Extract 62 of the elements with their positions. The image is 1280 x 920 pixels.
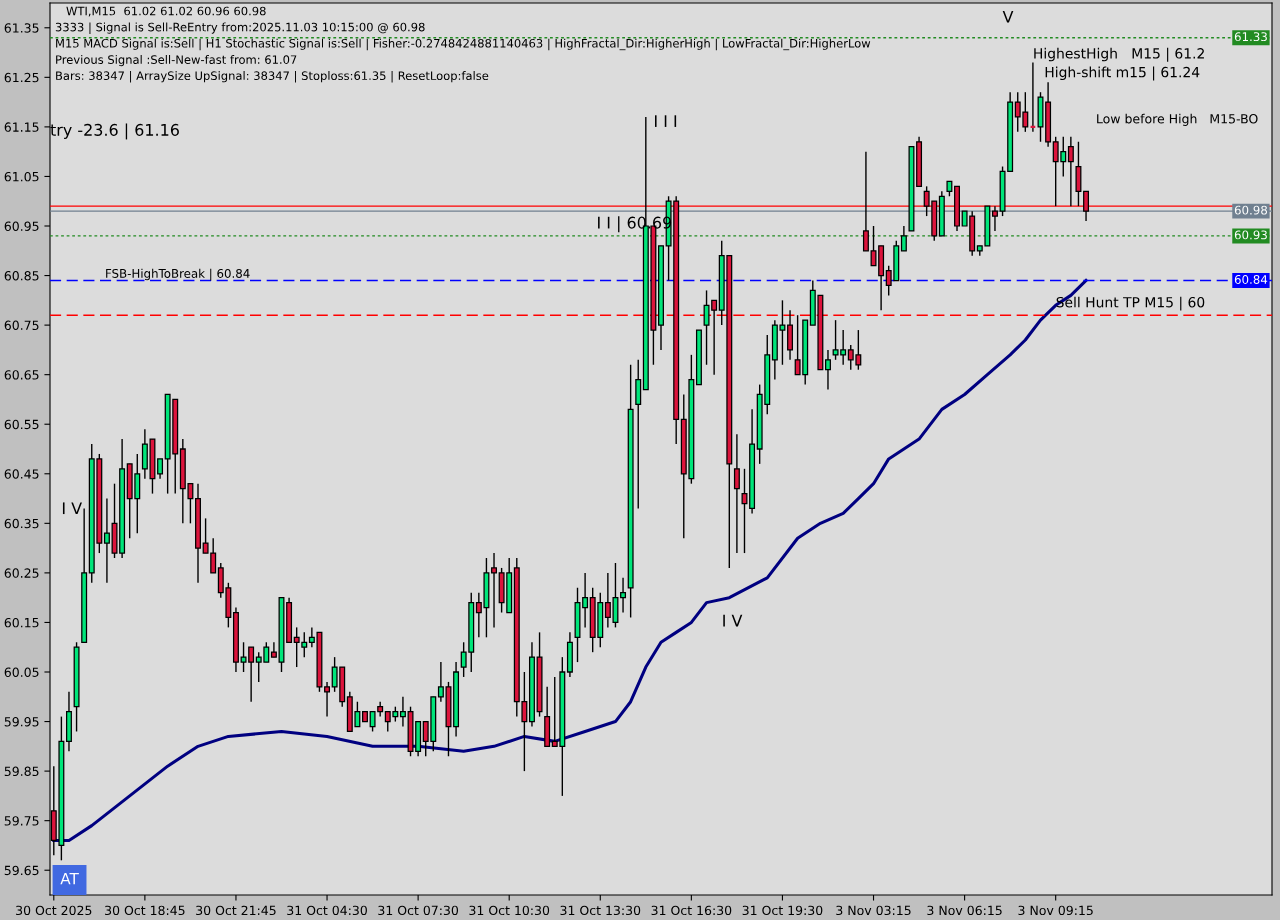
y-tick-label: 60.45 <box>4 469 39 479</box>
x-tick-label: 3 Nov 06:15 <box>927 905 1002 916</box>
y-tick-label: 61.05 <box>4 171 39 182</box>
candlestick <box>103 497 110 584</box>
ref-line-label: 60.98 <box>1234 205 1268 215</box>
annotation: AT <box>60 873 79 885</box>
x-tick-label: 31 Oct 19:30 <box>742 905 823 916</box>
y-tick-label: 60.75 <box>4 320 39 331</box>
ref-line-label: 61.33 <box>1234 32 1267 42</box>
y-tick-label: 60.85 <box>4 271 39 281</box>
x-tick-label: 31 Oct 04:30 <box>287 905 367 916</box>
x-tick-label: 30 Oct 2025 <box>16 905 92 916</box>
candlestick <box>491 552 497 629</box>
y-tick-label: 60.05 <box>4 667 39 677</box>
candlestick <box>900 225 907 252</box>
annotation: FSB-HighToBreak | 60.84 <box>106 268 250 281</box>
ref-line-label: 60.84 <box>1234 275 1268 284</box>
annotation: Previous Signal :Sell-New-fast from: 61.07 <box>56 55 297 67</box>
annotation: 3333 | Signal is Sell-ReEntry from:2025.11.03 10:15:00 @ 60.98 <box>55 22 425 34</box>
annotation: Bars: 38347 | ArraySize UpSignal: 38347 | Stoploss:61.35 | ResetLoop:false <box>56 71 489 83</box>
candlestick <box>991 205 998 232</box>
candlestick <box>620 577 627 614</box>
y-tick-label: 61.35 <box>4 23 39 33</box>
y-tick-label: 60.25 <box>4 568 39 578</box>
annotation: HighestHigh M15 | 61.2 <box>1034 47 1204 62</box>
x-tick-label: 30 Oct 18:45 <box>105 905 185 916</box>
x-tick-label: 3 Nov 03:15 <box>836 905 911 916</box>
y-tick-label: 59.95 <box>4 717 39 727</box>
ref-line-label: 60.93 <box>1234 230 1267 240</box>
x-tick-label: 31 Oct 16:30 <box>651 905 732 916</box>
annotation: WTI,M15 61.02 61.02 60.96 60.98 <box>66 6 266 17</box>
text: Low before High M15-BO <box>1097 113 1258 126</box>
y-tick-label: 60.95 <box>4 221 39 231</box>
x-tick-label: 31 Oct 10:30 <box>469 905 550 916</box>
y-tick-label: 60.35 <box>4 518 39 529</box>
x-tick-label: 30 Oct 21:45 <box>196 905 276 916</box>
x-tick-label: 31 Oct 13:30 <box>560 905 641 916</box>
y-tick-label: 59.75 <box>4 816 39 826</box>
candlestick <box>733 433 740 554</box>
candlestick <box>157 458 164 480</box>
candlestick <box>399 696 406 728</box>
candlestick <box>1083 190 1090 222</box>
y-tick-label: 60.15 <box>4 617 39 628</box>
annotation: V <box>1002 10 1014 23</box>
candlestick <box>825 349 831 391</box>
candlestick <box>862 150 869 252</box>
candlestick <box>1067 136 1074 207</box>
y-tick-label: 59.65 <box>4 865 39 876</box>
candlestick <box>741 468 748 554</box>
candlestick <box>324 681 331 718</box>
y-tick-label: 59.85 <box>4 766 39 777</box>
annotation: High-shift m15 | 61.24 <box>1045 66 1200 81</box>
y-tick-label: 61.25 <box>4 72 39 83</box>
x-tick-label: 3 Nov 09:15 <box>1018 905 1093 916</box>
annotation: M15 MACD Signal is:Sell | H1 Stochastic Signal is:Sell | Fisher:-0.2748424881140463 | HighFractal_Dir:HigherHigh | LowFractal_Dir:HigherLow <box>56 38 871 51</box>
annotation: I V <box>62 502 82 515</box>
y-tick-label: 61.15 <box>4 122 39 132</box>
y-tick-label: 60.55 <box>4 419 39 430</box>
annotation: I V <box>723 614 743 627</box>
x-tick-label: 31 Oct 07:30 <box>378 905 459 916</box>
y-tick-label: 60.65 <box>4 370 39 380</box>
annotation: I I I <box>654 115 677 127</box>
